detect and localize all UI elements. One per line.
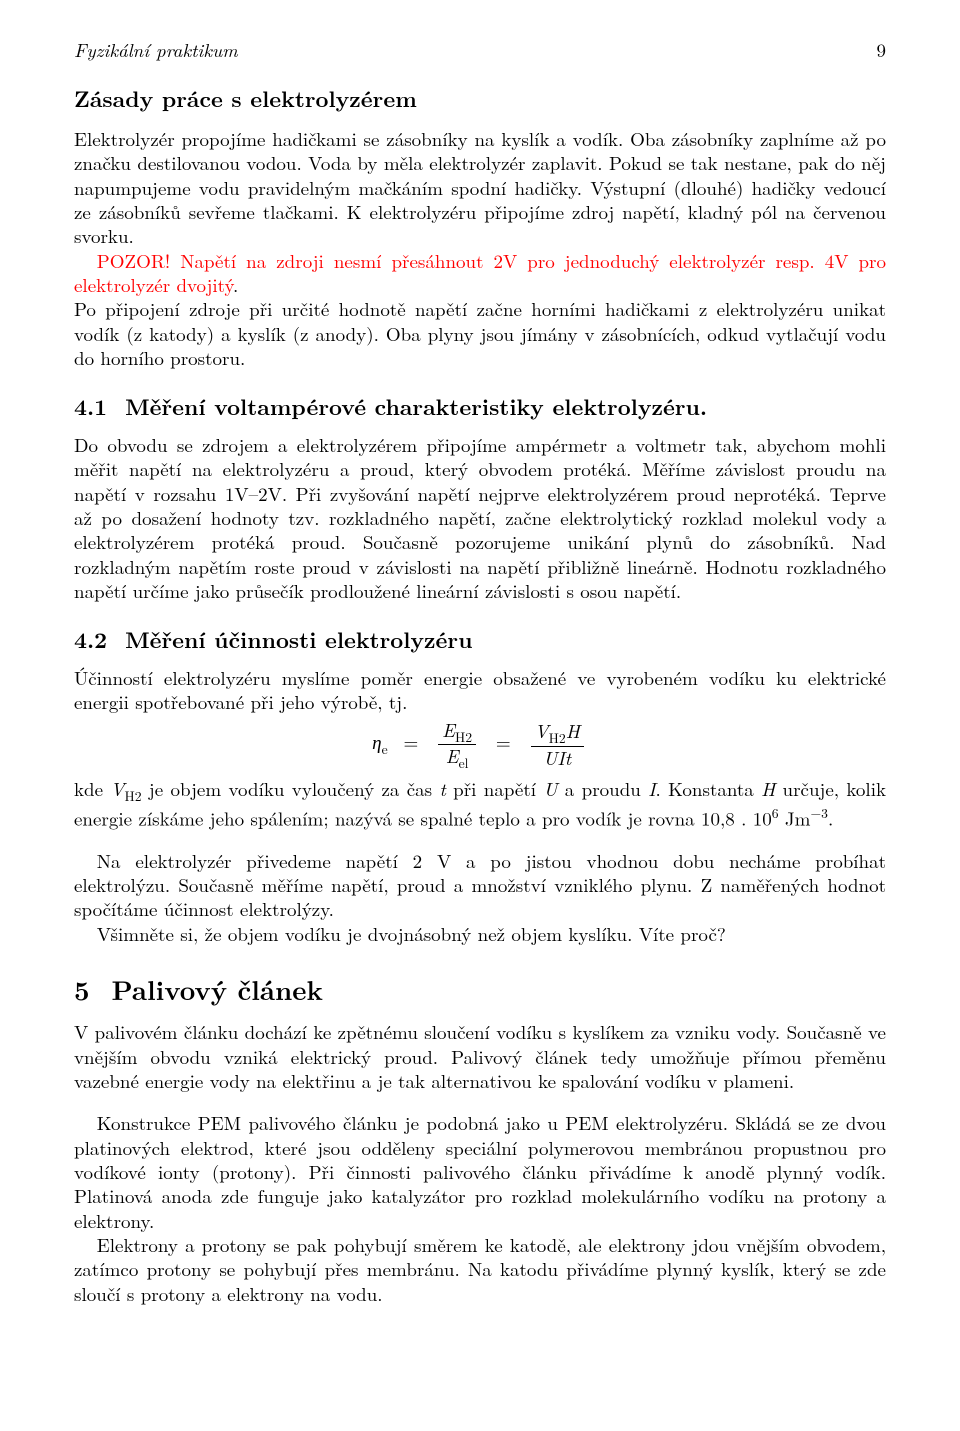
chapter-title: Palivový článek bbox=[112, 969, 323, 1008]
section-title: Měření voltampérové charakteristiky elek… bbox=[125, 390, 707, 422]
eq-lhs: η bbox=[372, 728, 381, 755]
section-title: Měření účinnosti elektrolyzéru bbox=[125, 623, 472, 655]
body-paragraph: Na elektrolyzér přivedeme napětí 2 V a p… bbox=[74, 849, 886, 922]
var-sub: H2 bbox=[125, 786, 142, 805]
section-number: 4.2 bbox=[74, 623, 107, 655]
chapter-5-heading: 5 Palivový článek bbox=[74, 972, 886, 1007]
text-run: . bbox=[828, 804, 833, 831]
eq-sub: el bbox=[459, 753, 469, 772]
equation-efficiency: ηe = EH2 Eel = VH2H UIt bbox=[74, 719, 886, 771]
var-symbol: I bbox=[648, 775, 655, 802]
body-paragraph: Všimněte si, že objem vodíku je dvojnáso… bbox=[74, 922, 886, 946]
body-paragraph: Konstrukce PEM palivového článku je podo… bbox=[74, 1111, 886, 1233]
eq-sym: V bbox=[535, 717, 549, 744]
exponent: −3 bbox=[811, 803, 828, 822]
body-paragraph: Elektrolyzér propojíme hadičkami se záso… bbox=[74, 127, 886, 249]
warning-text: POZOR! Napětí na zdroji nesmí přesáhnout… bbox=[74, 247, 886, 298]
warning-period: . bbox=[233, 271, 238, 298]
var-symbol: V bbox=[110, 775, 124, 802]
text-run: je objem vodíku vyloučený za čas bbox=[142, 775, 440, 802]
section-number: 4.1 bbox=[74, 390, 107, 422]
chapter-number: 5 bbox=[74, 969, 90, 1008]
body-paragraph: Elektrony a protony se pak pohybují směr… bbox=[74, 1233, 886, 1306]
eq-frac-1: EH2 Eel bbox=[438, 719, 476, 771]
body-paragraph: V palivovém článku dochází ke zpětnému s… bbox=[74, 1020, 886, 1093]
text-run: a proudu bbox=[557, 775, 648, 802]
eq-frac-2: VH2H UIt bbox=[531, 720, 584, 768]
eq-sym: UIt bbox=[543, 744, 571, 771]
var-symbol: U bbox=[543, 775, 557, 802]
text-run: při napětí bbox=[446, 775, 544, 802]
eq-sym: H bbox=[566, 717, 580, 744]
exponent: 6 bbox=[772, 803, 779, 822]
text-run: . Konstanta bbox=[656, 775, 762, 802]
section-4-2-heading: 4.2 Měření účinnosti elektrolyzéru bbox=[74, 625, 886, 654]
body-paragraph: Po připojení zdroje při určité hodnotě n… bbox=[74, 297, 886, 370]
warning-paragraph: POZOR! Napětí na zdroji nesmí přesáhnout… bbox=[74, 249, 886, 298]
eq-sym: E bbox=[446, 742, 459, 769]
running-title: Fyzikální praktikum bbox=[74, 38, 238, 62]
paragraph-block: Na elektrolyzér přivedeme napětí 2 V a p… bbox=[74, 849, 886, 946]
body-paragraph: kde VH2 je objem vodíku vyloučený za čas… bbox=[74, 777, 886, 831]
paragraph-block: V palivovém článku dochází ke zpětnému s… bbox=[74, 1020, 886, 1093]
paragraph-block: Konstrukce PEM palivového článku je podo… bbox=[74, 1111, 886, 1306]
body-paragraph: Účinností elektrolyzéru myslíme poměr en… bbox=[74, 666, 886, 715]
eq-sym: E bbox=[442, 716, 455, 743]
text-run: kde bbox=[74, 775, 110, 802]
running-header: Fyzikální praktikum 9 bbox=[74, 38, 886, 62]
text-run: Jm bbox=[779, 804, 811, 831]
page-number: 9 bbox=[876, 38, 886, 62]
paragraph-block: Elektrolyzér propojíme hadičkami se záso… bbox=[74, 127, 886, 370]
paragraph-block: Účinností elektrolyzéru myslíme poměr en… bbox=[74, 666, 886, 831]
section-4-1-heading: 4.1 Měření voltampérové charakteristiky e… bbox=[74, 392, 886, 421]
body-paragraph: Do obvodu se zdrojem a elektrolyzérem př… bbox=[74, 433, 886, 603]
eq-lhs-sub: e bbox=[382, 739, 388, 758]
var-symbol: H bbox=[761, 775, 775, 802]
paragraph-block: Do obvodu se zdrojem a elektrolyzérem př… bbox=[74, 433, 886, 603]
section-title-zasady: Zásady práce s elektrolyzérem bbox=[74, 84, 886, 113]
